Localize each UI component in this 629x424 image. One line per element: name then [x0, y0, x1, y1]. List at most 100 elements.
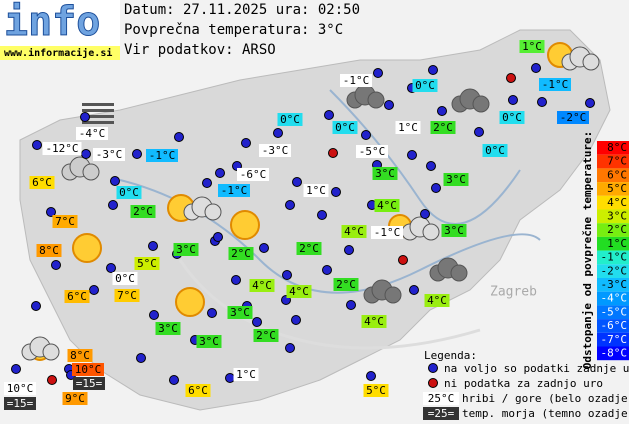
- temp-label-bg: [237, 168, 269, 181]
- temp-label: 6°C: [67, 290, 87, 303]
- temp-label-bg: [228, 247, 254, 260]
- fog-icon: [82, 115, 114, 118]
- temp-label-bg: [249, 279, 275, 292]
- temp-label: -1°C: [221, 184, 248, 197]
- temp-label: 1°C: [522, 40, 542, 53]
- station-dot: [324, 110, 334, 120]
- cloud-part: [42, 343, 60, 361]
- cloud-icon: [429, 257, 468, 282]
- temp-label: 2°C: [336, 278, 356, 291]
- temp-label-bg: [499, 111, 525, 124]
- station-dot: [32, 140, 42, 150]
- temp-label-bg: [112, 272, 138, 285]
- scale-label: 7°C: [607, 155, 627, 168]
- station-dot: [291, 315, 301, 325]
- temp-label: 2°C: [433, 121, 453, 134]
- temp-label: 8°C: [70, 349, 90, 362]
- temp-label: 3°C: [446, 173, 466, 186]
- temp-label: 4°C: [252, 279, 272, 292]
- cloud-part: [472, 95, 490, 113]
- temp-label: 1°C: [306, 184, 326, 197]
- legend-red-dot: [428, 378, 438, 388]
- temp-label: 8°C: [39, 244, 59, 257]
- cloud-part: [450, 264, 468, 282]
- scale-label: 6°C: [607, 168, 627, 181]
- station-dot: [282, 270, 292, 280]
- scale-swatch: [597, 278, 629, 292]
- station-dot: [213, 232, 223, 242]
- temp-label: 3°C: [375, 167, 395, 180]
- scale-swatch: [597, 250, 629, 265]
- sun-icon: [175, 287, 205, 317]
- temp-label: 3°C: [158, 322, 178, 335]
- temp-label-bg: [340, 74, 372, 87]
- scale-swatch: [597, 209, 629, 224]
- temp-label: -3°C: [96, 148, 123, 161]
- station-dot: [215, 168, 225, 178]
- cloud-part: [422, 223, 440, 241]
- station-dot: [508, 95, 518, 105]
- temp-label: -1°C: [374, 226, 401, 239]
- temp-label: 9°C: [65, 392, 85, 405]
- temp-label-bg: [116, 186, 142, 199]
- scale-swatch: [597, 182, 629, 196]
- station-dot: [231, 275, 241, 285]
- legend-hill-sample: 25°C: [428, 392, 455, 405]
- temp-label-bg: [519, 40, 545, 53]
- station-dot: [585, 98, 595, 108]
- scale-swatch: [597, 332, 629, 347]
- scale-label: -4°C: [601, 292, 628, 305]
- station-dot: [537, 97, 547, 107]
- temp-label-bg: [93, 148, 125, 161]
- temp-label: 0°C: [415, 79, 435, 92]
- temp-label: 7°C: [55, 215, 75, 228]
- temp-label-bg: [73, 377, 105, 390]
- scale-swatch: [597, 291, 629, 306]
- temp-label: 0°C: [280, 113, 300, 126]
- legend-missing: ni podatka za zadnjo uro: [444, 377, 603, 390]
- temp-label-bg: [443, 173, 469, 186]
- station-dot: [474, 127, 484, 137]
- cloud-icon: [346, 84, 385, 109]
- legend-blue-dot: [428, 363, 438, 373]
- temp-label: 5°C: [366, 384, 386, 397]
- temp-label-bg: [303, 184, 329, 197]
- temp-label-bg: [482, 144, 508, 157]
- temp-label: 2°C: [256, 329, 276, 342]
- temp-label: 4°C: [427, 294, 447, 307]
- temp-label: -1°C: [149, 149, 176, 162]
- station-dot: [108, 200, 118, 210]
- temp-label-bg: [62, 392, 88, 405]
- temp-label-bg: [233, 368, 259, 381]
- temp-label-bg: [441, 224, 467, 237]
- scale-label: 1°C: [607, 237, 627, 250]
- scale-label: -8°C: [601, 347, 628, 360]
- temp-label: 0°C: [119, 186, 139, 199]
- station-dot: [407, 150, 417, 160]
- station-dot: [89, 285, 99, 295]
- temp-label-bg: [371, 226, 403, 239]
- temp-label-bg: [259, 144, 291, 157]
- legend-hill-box: [423, 392, 459, 405]
- average-temp: Povprečna temperatura: 3°C: [124, 22, 343, 38]
- temp-label: -2°C: [560, 111, 587, 124]
- legend-sea-sample: =25=: [428, 407, 455, 420]
- cloud-part: [582, 53, 600, 71]
- station-dot: [106, 263, 116, 273]
- temp-label-bg: [430, 121, 456, 134]
- legend-sea-text: temp. morja (temno ozadje): [462, 407, 629, 420]
- station-dot: [384, 100, 394, 110]
- temp-label-bg: [424, 294, 450, 307]
- temp-label: 2°C: [133, 205, 153, 218]
- temp-label: 0°C: [502, 111, 522, 124]
- station-dot: [437, 106, 447, 116]
- station-dot: [409, 285, 419, 295]
- temp-label: 10°C: [75, 363, 102, 376]
- site: www.informacije.si: [4, 47, 112, 59]
- station-dot: [420, 209, 430, 219]
- station-dot: [317, 210, 327, 220]
- scale-swatch: [597, 195, 629, 210]
- scale-swatch: [597, 346, 629, 361]
- temp-label: -5°C: [359, 145, 386, 158]
- temp-label: -3°C: [262, 144, 289, 157]
